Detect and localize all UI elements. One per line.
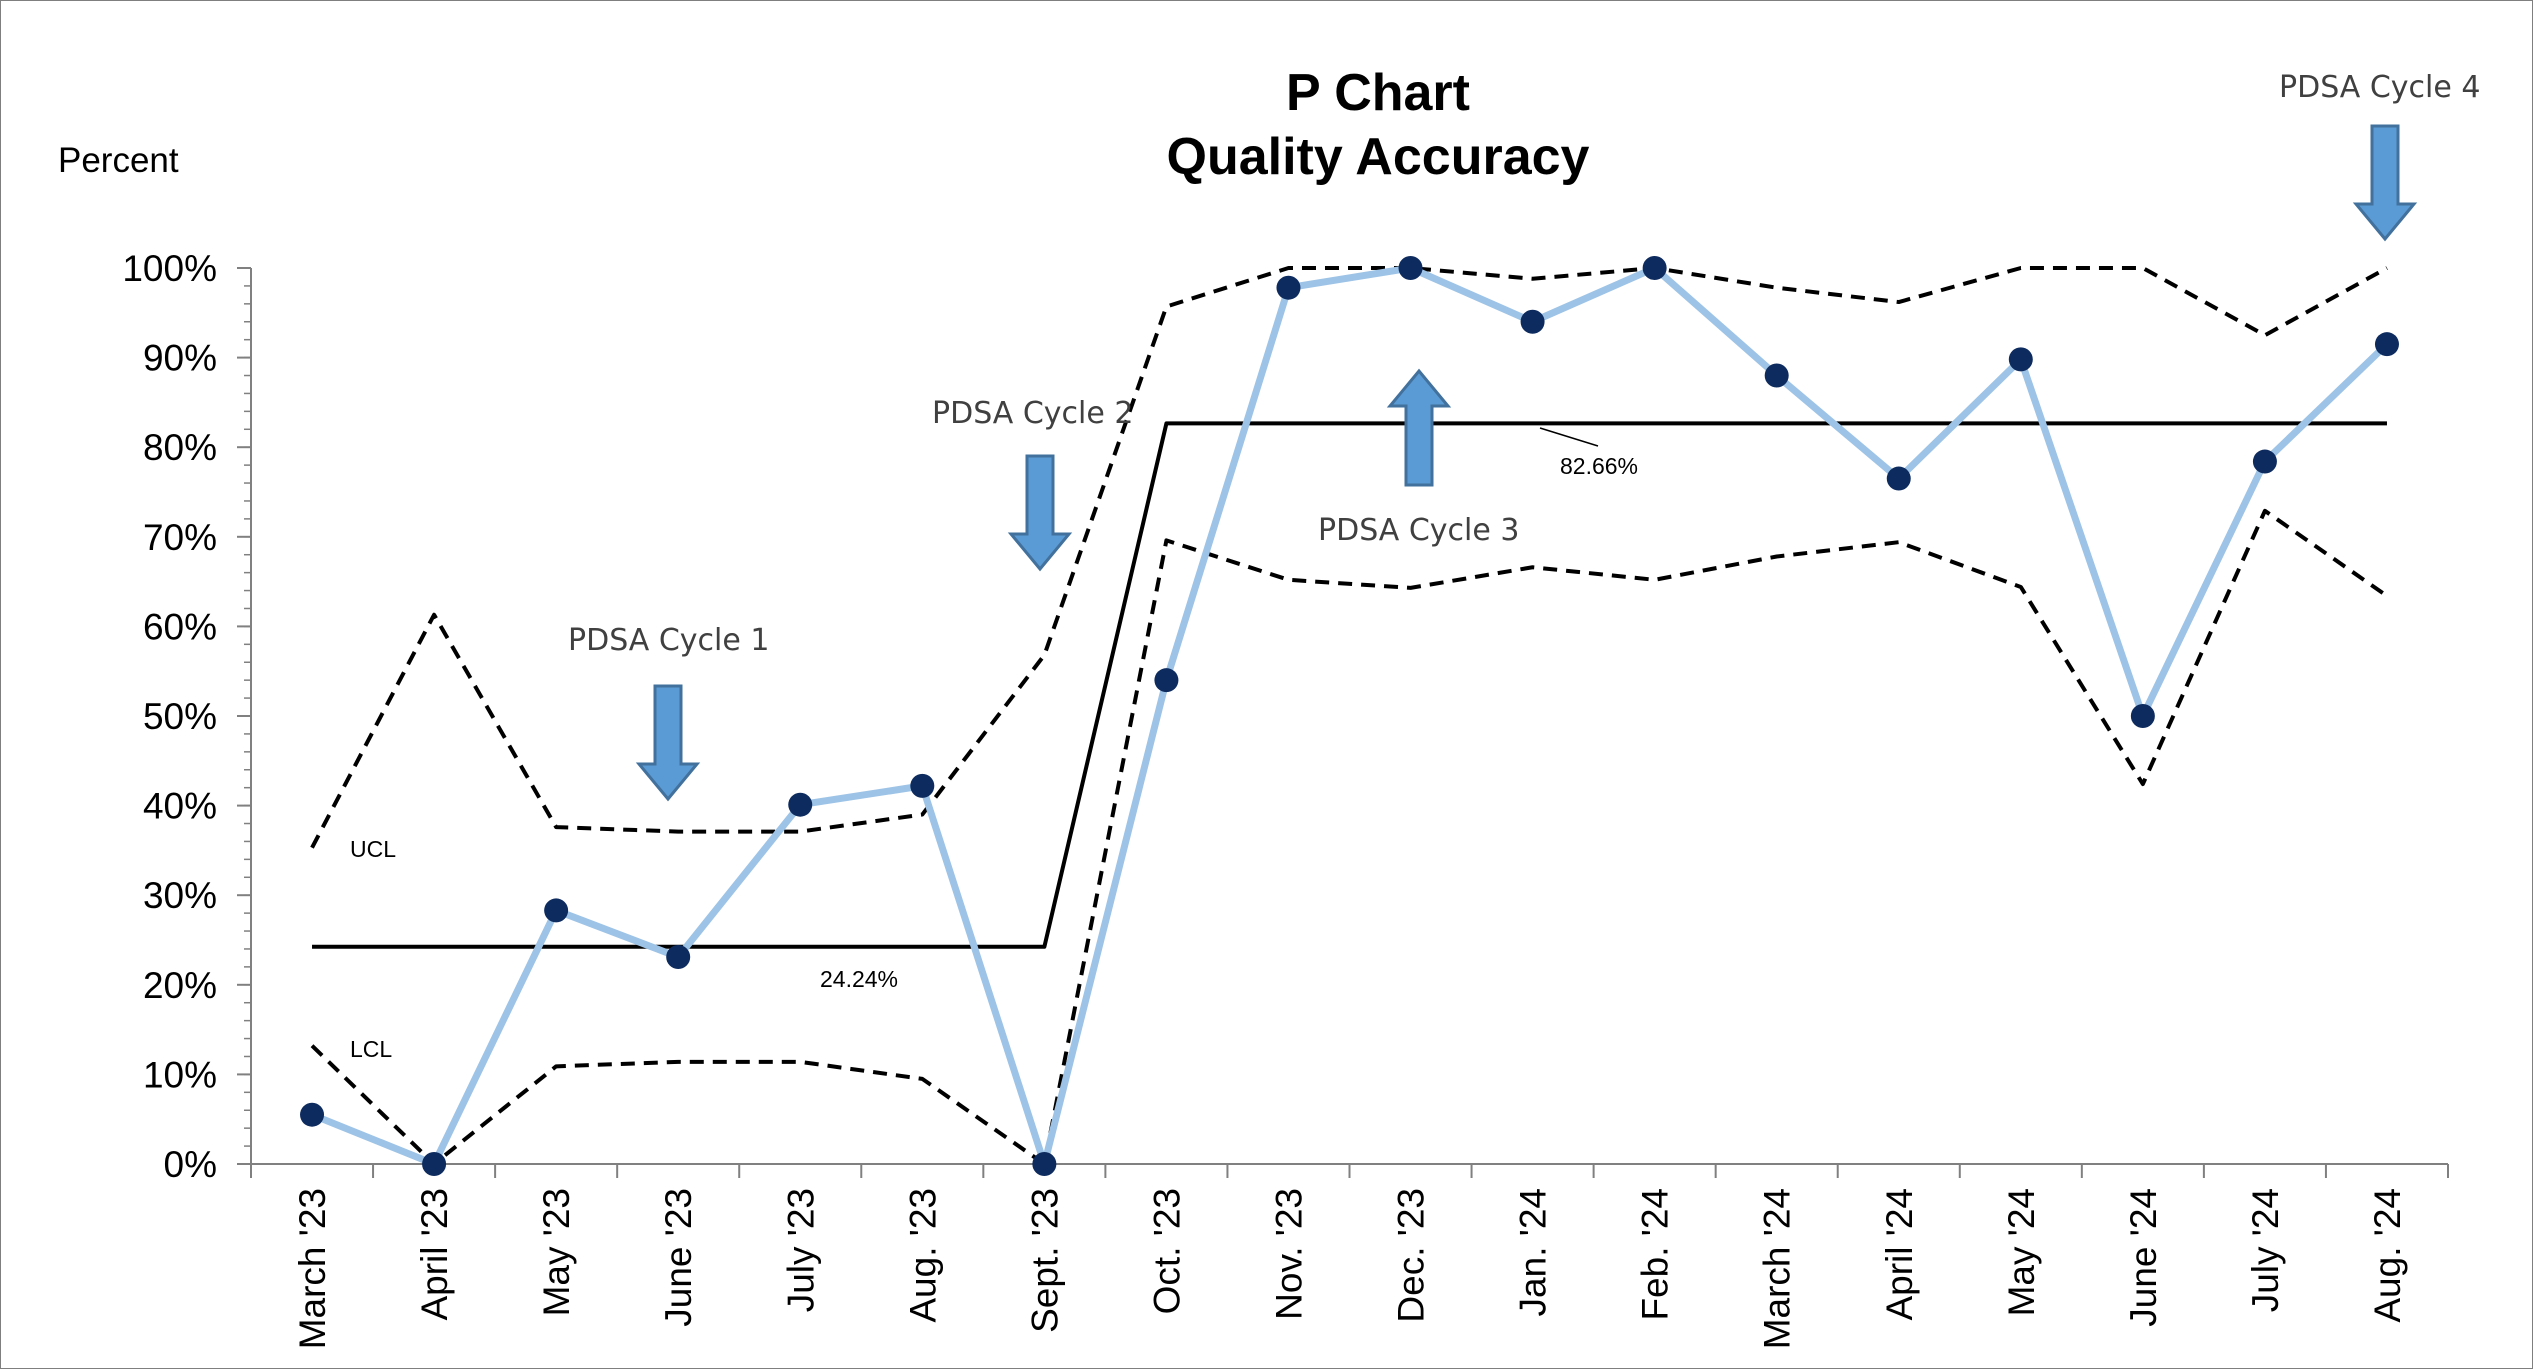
data-point [2252, 449, 2277, 474]
lcl-label: LCL [350, 1036, 392, 1062]
pdsa-cycle-2-arrow-icon [1007, 454, 1073, 572]
lcl-line [310, 508, 2389, 1166]
mean-line [312, 421, 2387, 949]
data-point [1276, 275, 1301, 300]
data-point [544, 898, 569, 923]
x-tick-label: May '24 [2001, 1188, 2042, 1316]
series-lines [310, 264, 2390, 1168]
x-tick-label: Feb. '24 [1635, 1188, 1676, 1321]
y-axis-label: Percent [58, 141, 179, 180]
y-tick-label: 20% [143, 965, 217, 1006]
data-point [1642, 256, 1667, 280]
data-point [1032, 1152, 1057, 1176]
pdsa-cycle-3-arrow-icon [1386, 368, 1452, 487]
data-point [1764, 363, 1789, 388]
ucl-line [310, 266, 2388, 849]
pdsa-cycle-4-arrow-icon [2352, 124, 2418, 242]
y-tick-label: 70% [143, 517, 217, 558]
x-tick-label: May '23 [536, 1188, 577, 1316]
x-tick-label: July '23 [780, 1188, 821, 1312]
x-tick-label: March '24 [1757, 1188, 1798, 1349]
mean-label-2: 82.66% [1560, 453, 1638, 479]
x-tick-label: Dec. '23 [1391, 1188, 1432, 1323]
data-point [2008, 347, 2033, 372]
data-point [1520, 309, 1545, 334]
mean-label-1: 24.24% [820, 966, 898, 992]
x-tick-label: April '23 [414, 1188, 455, 1321]
data-point [666, 945, 691, 970]
data-point [2130, 704, 2155, 728]
mean-label-2-leader [1539, 427, 1599, 447]
y-tick-labels: 0% 10% 20% 30% 40% 50% 60% 70% 80% 90% 100% [122, 248, 217, 1185]
pdsa-cycle-3-label: PDSA Cycle 3 [1318, 513, 1519, 548]
y-tick-label: 80% [143, 427, 217, 468]
y-tick-label: 60% [143, 606, 217, 647]
x-tick-label: July '24 [2245, 1188, 2286, 1312]
y-tick-label: 90% [143, 338, 217, 379]
data-point [2374, 332, 2399, 357]
data-point [788, 792, 813, 817]
pdsa-cycle-1-arrow-icon [635, 684, 701, 802]
ucl-label: UCL [350, 836, 396, 862]
x-tick-label: Nov. '23 [1268, 1188, 1309, 1320]
pdsa-cycle-1-label: PDSA Cycle 1 [568, 623, 769, 658]
x-tick-label: Jan. '24 [1513, 1188, 1554, 1316]
x-tick-label: March '23 [292, 1188, 333, 1349]
x-tick-label: June '24 [2123, 1188, 2164, 1327]
y-tick-label: 40% [143, 786, 217, 827]
data-point [422, 1152, 447, 1176]
x-tick-label: Aug. '24 [2367, 1188, 2408, 1323]
x-tick-label: Oct. '23 [1146, 1188, 1187, 1314]
data-point [1398, 256, 1423, 280]
data-points [300, 256, 2399, 1176]
pdsa-cycle-2-label: PDSA Cycle 2 [932, 396, 1133, 431]
y-tick-label: 0% [164, 1144, 217, 1185]
x-tick-label: June '23 [658, 1188, 699, 1327]
y-tick-label: 50% [143, 696, 217, 737]
y-tick-label: 30% [143, 875, 217, 916]
axes [237, 267, 2449, 1178]
x-tick-label: Aug. '23 [902, 1188, 943, 1323]
pdsa-cycle-4-label: PDSA Cycle 4 [2279, 70, 2480, 105]
x-tick-label: April '24 [1879, 1188, 1920, 1321]
y-tick-label: 10% [143, 1054, 217, 1095]
data-point [1886, 466, 1911, 491]
chart-subtitle: Quality Accuracy [1167, 128, 1590, 186]
data-point [910, 773, 935, 798]
x-tick-labels: March '23 April '23 May '23 June '23 July '2… [292, 1188, 2408, 1349]
data-point [300, 1102, 325, 1127]
y-tick-label: 100% [122, 248, 217, 289]
x-tick-label: Sept. '23 [1024, 1188, 1065, 1333]
percent-line [310, 264, 2390, 1168]
chart-title: P Chart [1286, 64, 1470, 122]
data-point [1154, 668, 1179, 693]
